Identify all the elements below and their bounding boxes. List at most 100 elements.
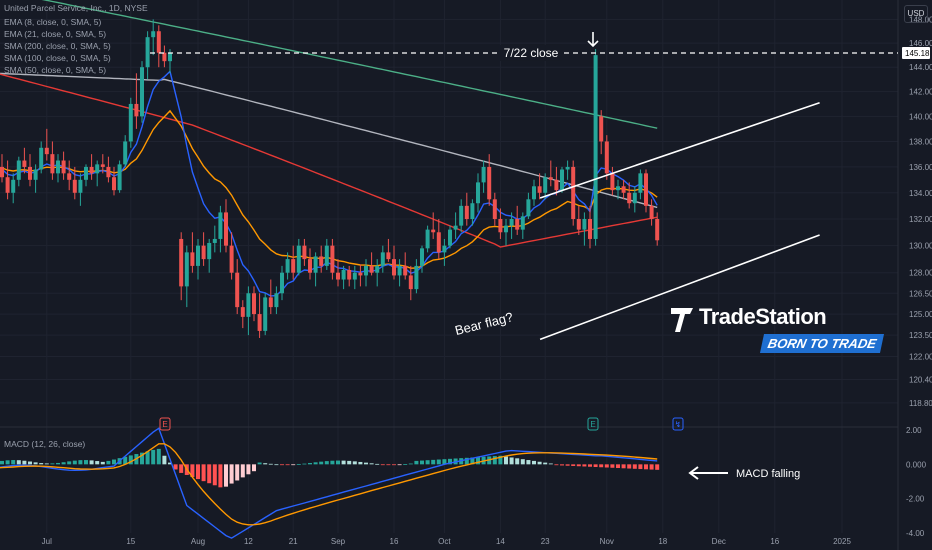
macd-histogram-bar: [61, 462, 66, 465]
candle-body: [358, 272, 363, 276]
macd-histogram-bar: [123, 456, 128, 465]
candle-body: [492, 199, 497, 220]
macd-histogram-bar: [431, 459, 436, 465]
macd-histogram-bar: [565, 464, 570, 466]
price-badge-bg: [902, 46, 930, 59]
candle-body: [352, 272, 357, 280]
indicator-sma50[interactable]: SMA (50, close, 0, SMA, 5): [4, 65, 107, 75]
macd-histogram-bar: [296, 464, 301, 465]
candle-body: [627, 192, 632, 204]
macd-histogram-bar: [224, 464, 228, 487]
time-axis[interactable]: Jul 15 Aug 12 21 Sep 16 Oct 14 23 Nov 18 Dec 16 2025: [42, 537, 852, 546]
candle-body: [431, 229, 436, 233]
candle-body: [649, 205, 654, 220]
macd-histogram-bar: [112, 459, 116, 465]
macd-histogram-bar: [599, 464, 604, 468]
macd-histogram-bar: [397, 464, 402, 466]
candle-body: [576, 219, 581, 230]
macd-histogram-bar: [151, 449, 156, 465]
candle-body: [128, 103, 133, 142]
candle-body: [459, 205, 464, 226]
macd-histogram-bar: [655, 464, 660, 470]
candle-body: [610, 173, 615, 191]
candle-body: [11, 179, 16, 193]
indicator-sma200[interactable]: SMA (200, close, 0, SMA, 5): [4, 41, 111, 51]
macd-histogram-bar: [72, 460, 77, 465]
macd-histogram-bar: [504, 456, 508, 465]
candle-body: [425, 229, 430, 249]
price-tick-label: 128.00: [909, 269, 932, 278]
indicator-ema21[interactable]: EMA (21, close, 0, SMA, 5): [4, 29, 107, 39]
candle-body: [509, 219, 514, 226]
macd-histogram-bar: [173, 464, 178, 470]
time-tick-label: 18: [658, 537, 667, 546]
candle-body: [593, 55, 598, 239]
price-tick-label: 134.00: [909, 189, 932, 198]
candle-body: [408, 275, 413, 290]
macd-histogram-bar: [638, 464, 643, 470]
candle-body: [319, 256, 324, 266]
time-tick-label: 16: [770, 537, 779, 546]
macd-histogram-bar: [168, 462, 172, 465]
macd-histogram-bar: [386, 464, 391, 466]
price-axis[interactable]: 148.00 146.00 144.00 142.00 140.00 138.00 136.…: [902, 15, 932, 538]
macd-histogram-bar: [341, 460, 346, 465]
macd-histogram-bar: [0, 460, 4, 465]
macd-histogram-bar: [229, 464, 234, 484]
earnings-marker-icon: [672, 417, 684, 431]
chart-title: United Parcel Service, Inc., 1D, NYSE: [4, 3, 148, 13]
close-label: 7/22 close: [504, 46, 559, 60]
candle-body: [285, 259, 290, 273]
time-tick-label: 2025: [833, 537, 851, 546]
price-tick-label: 126.50: [909, 289, 932, 298]
time-tick-label: Sep: [331, 537, 346, 546]
macd-histogram-bar: [5, 460, 10, 465]
macd-title[interactable]: MACD (12, 26, close): [4, 439, 86, 449]
macd-histogram-bar: [532, 460, 536, 465]
macd-histogram-bar: [145, 451, 150, 465]
candle-body: [246, 293, 251, 317]
candle-body: [532, 186, 536, 200]
macd-histogram-bar: [627, 464, 632, 469]
candle-body: [280, 272, 284, 294]
candle-body: [543, 177, 548, 193]
currency-badge[interactable]: USD: [904, 5, 928, 23]
macd-histogram-bar: [621, 464, 626, 469]
candle-body: [218, 212, 223, 239]
indicator-sma100[interactable]: SMA (100, close, 0, SMA, 5): [4, 53, 111, 63]
macd-histogram-bar: [509, 457, 514, 465]
macd-histogram-bar: [67, 461, 72, 465]
candle-body: [257, 314, 262, 331]
macd-panel: MACD falling: [0, 427, 800, 539]
earnings-marker-glyph: E: [590, 420, 595, 429]
macd-histogram-bar: [302, 463, 307, 465]
time-tick-label: 12: [244, 537, 253, 546]
macd-histogram-bar: [403, 464, 408, 465]
indicator-ema8[interactable]: EMA (8, close, 0, SMA, 5): [4, 17, 102, 27]
sma50-line: [0, 73, 658, 248]
candle-body: [380, 252, 385, 266]
macd-histogram-bar: [207, 464, 212, 484]
macd-histogram-bar: [347, 460, 352, 465]
macd-histogram-bar: [336, 460, 340, 465]
candle-body: [504, 225, 508, 233]
macd-histogram-bar: [274, 464, 279, 466]
candle-body: [588, 219, 592, 239]
candle-body: [476, 182, 480, 204]
sma200-line: [41, 0, 658, 129]
candle-body: [453, 225, 458, 230]
macd-histogram-bar: [392, 464, 396, 466]
candle-body: [621, 186, 626, 193]
bear-flag-label: Bear flag?: [453, 309, 514, 338]
candle-body: [582, 219, 587, 230]
macd-histogram-bar: [464, 457, 469, 465]
candle-body: [364, 265, 368, 276]
price-tick-label: 140.00: [909, 112, 932, 121]
macd-histogram-bar: [50, 463, 55, 465]
left-arrow-icon: [688, 466, 728, 480]
candle-body: [22, 160, 27, 167]
macd-histogram-bar: [308, 462, 312, 465]
candle-body: [644, 173, 648, 206]
macd-histogram-bar: [44, 463, 49, 465]
